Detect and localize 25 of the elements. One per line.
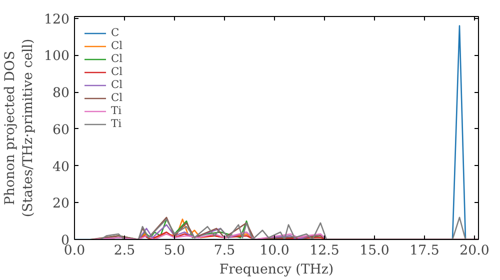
legend-label: Ti: [111, 104, 123, 117]
legend-label: Cl: [111, 39, 124, 52]
x-tick-label: 0.0: [64, 244, 86, 258]
x-tick-label: 20.0: [460, 244, 490, 258]
x-tick-label: 7.5: [214, 244, 236, 258]
x-tick-label: 2.5: [114, 244, 136, 258]
legend-label: Cl: [111, 52, 124, 65]
y-tick-label: 40: [52, 160, 70, 175]
legend-label: Ti: [111, 117, 123, 130]
legend-label: Cl: [111, 78, 124, 91]
y-tick-label: 60: [52, 122, 70, 138]
y-tick-label: 80: [52, 86, 70, 102]
y-axis-title: Phonon projected DOS (States/THz·primitive cell): [3, 38, 36, 218]
y-tick-label: 100: [44, 49, 70, 64]
x-tick-label: 5.0: [164, 244, 186, 258]
x-tick-label: 17.5: [410, 244, 440, 258]
y-tick-label: 20: [52, 196, 70, 212]
legend-label: Cl: [111, 65, 124, 78]
x-tick-label: 10.0: [260, 244, 290, 258]
x-axis-title: Frequency (THz): [219, 262, 334, 278]
x-tick-label: 15.0: [360, 244, 390, 258]
x-tick-label: 12.5: [310, 244, 340, 258]
legend-label: C: [111, 26, 120, 39]
y-tick-label: 120: [44, 12, 70, 28]
legend-label: Cl: [111, 91, 124, 104]
